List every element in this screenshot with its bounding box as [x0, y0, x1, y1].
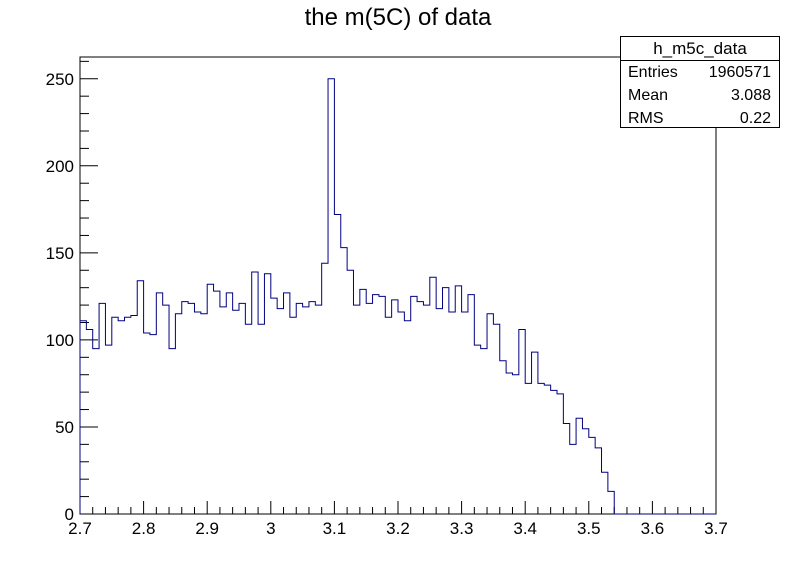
stats-value: 0.22: [739, 110, 771, 127]
stats-label: Entries: [628, 64, 678, 81]
x-tick-label: 3.7: [704, 519, 728, 538]
stats-value: 3.088: [730, 87, 771, 104]
stats-row-entries: Entries 1960571: [621, 61, 779, 84]
stats-value: 1960571: [708, 64, 771, 81]
stats-label: Mean: [628, 87, 669, 104]
stats-label: RMS: [628, 110, 664, 127]
y-tick-label: 200: [46, 157, 74, 176]
x-tick-label: 3: [266, 519, 275, 538]
stats-box-name: h_m5c_data: [621, 37, 779, 61]
x-tick-label: 2.9: [195, 519, 219, 538]
stats-box: h_m5c_data Entries 1960571 Mean 3.088 RM…: [620, 36, 780, 128]
x-tick-label: 3.3: [450, 519, 474, 538]
y-tick-label: 0: [65, 505, 74, 524]
x-tick-label: 3.1: [323, 519, 347, 538]
stats-row-mean: Mean 3.088: [621, 84, 779, 107]
x-tick-label: 2.8: [132, 519, 156, 538]
x-tick-label: 3.2: [386, 519, 410, 538]
x-tick-label: 3.6: [641, 519, 665, 538]
y-tick-label: 250: [46, 70, 74, 89]
histogram-line: [79, 78, 716, 515]
chart-title: the m(5C) of data: [304, 4, 492, 31]
y-tick-label: 150: [46, 244, 74, 263]
x-tick-label: 3.4: [513, 519, 537, 538]
y-tick-label: 50: [55, 418, 74, 437]
x-tick-label: 2.7: [68, 519, 92, 538]
stats-row-rms: RMS 0.22: [621, 107, 779, 130]
y-tick-label: 100: [46, 331, 74, 350]
x-tick-label: 3.5: [577, 519, 601, 538]
